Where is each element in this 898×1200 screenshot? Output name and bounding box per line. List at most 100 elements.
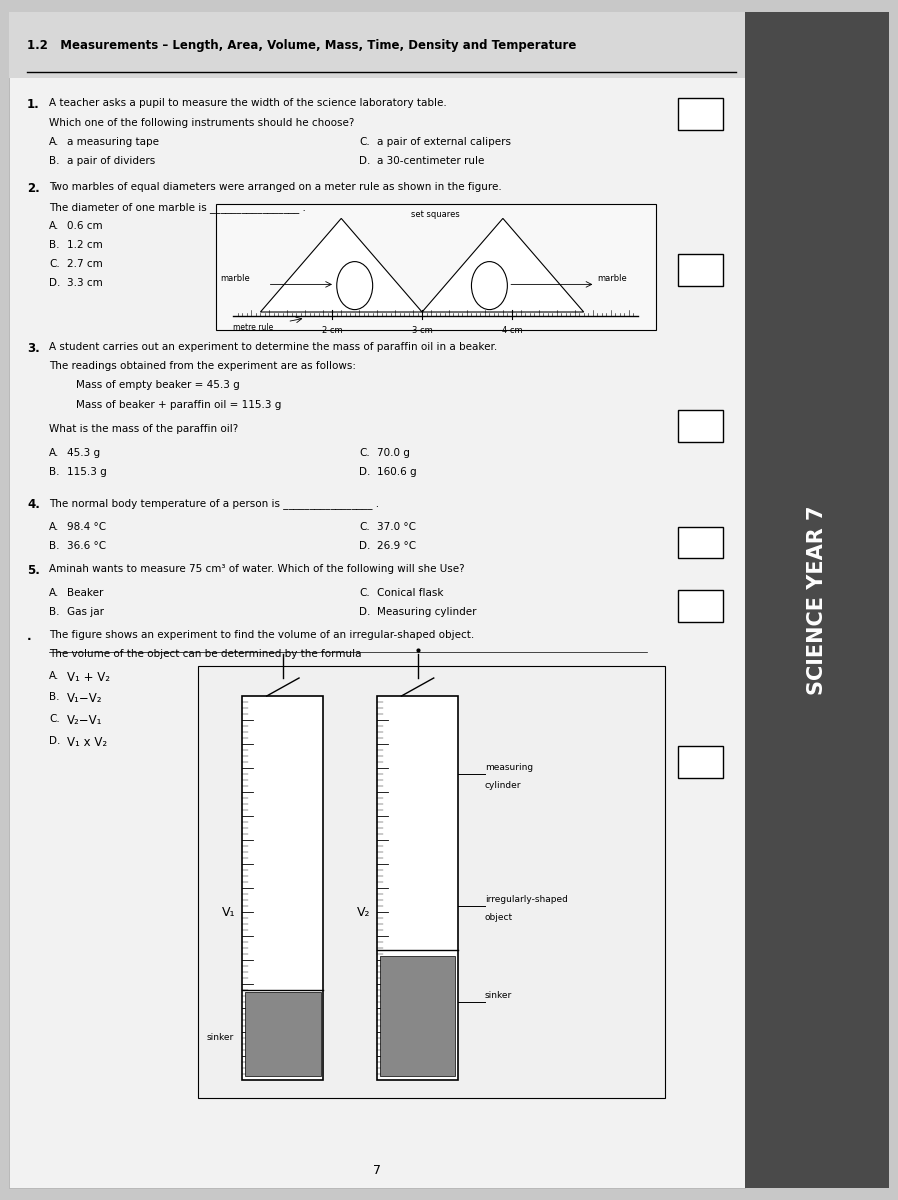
Text: sinker: sinker	[485, 991, 512, 1001]
Text: set squares: set squares	[411, 210, 460, 218]
Text: 1.2 cm: 1.2 cm	[67, 240, 103, 250]
Bar	[245, 992, 321, 1076]
Text: 26.9 °C: 26.9 °C	[377, 541, 417, 551]
Text: A.: A.	[49, 522, 60, 532]
Text: D.: D.	[359, 607, 371, 617]
Text: The readings obtained from the experiment are as follows:: The readings obtained from the experimen…	[49, 361, 357, 371]
Text: 5.: 5.	[27, 564, 40, 577]
Text: sinker: sinker	[207, 1033, 233, 1043]
Text: A teacher asks a pupil to measure the width of the science laboratory table.: A teacher asks a pupil to measure the wi…	[49, 98, 447, 108]
Text: 2.7 cm: 2.7 cm	[67, 259, 103, 269]
Text: A student carries out an experiment to determine the mass of paraffin oil in a b: A student carries out an experiment to d…	[49, 342, 497, 352]
Text: D.: D.	[359, 467, 371, 476]
Text: B.: B.	[49, 692, 60, 702]
Text: a pair of external calipers: a pair of external calipers	[377, 137, 511, 146]
Bar	[377, 696, 458, 1080]
Text: Gas jar: Gas jar	[67, 607, 104, 617]
Bar	[9, 12, 745, 1188]
Text: 3.3 cm: 3.3 cm	[67, 278, 103, 288]
Text: A.: A.	[49, 137, 60, 146]
Bar	[678, 410, 723, 442]
Text: Two marbles of equal diameters were arranged on a meter rule as shown in the fig: Two marbles of equal diameters were arra…	[49, 182, 502, 192]
Text: metre rule: metre rule	[233, 323, 274, 331]
Text: irregularly-shaped: irregularly-shaped	[485, 895, 568, 905]
Circle shape	[337, 262, 373, 310]
Text: 4 cm: 4 cm	[502, 326, 522, 336]
Text: 3 cm: 3 cm	[411, 326, 433, 336]
Text: Beaker: Beaker	[67, 588, 104, 598]
Text: a measuring tape: a measuring tape	[67, 137, 159, 146]
Text: marble: marble	[597, 274, 627, 283]
Bar	[380, 956, 455, 1076]
Text: A.: A.	[49, 221, 60, 230]
Text: Mass of beaker + paraffin oil = 115.3 g: Mass of beaker + paraffin oil = 115.3 g	[76, 400, 282, 409]
Text: The figure shows an experiment to find the volume of an irregular-shaped object.: The figure shows an experiment to find t…	[49, 630, 475, 640]
Bar	[198, 666, 665, 1098]
Text: B.: B.	[49, 467, 60, 476]
Text: The normal body temperature of a person is _________________ .: The normal body temperature of a person …	[49, 498, 380, 509]
Text: 1.: 1.	[27, 98, 40, 112]
Text: D.: D.	[49, 736, 61, 745]
Polygon shape	[422, 218, 584, 312]
Text: 1.2   Measurements – Length, Area, Volume, Mass, Time, Density and Temperature: 1.2 Measurements – Length, Area, Volume,…	[27, 40, 577, 52]
Text: 2 cm: 2 cm	[322, 326, 342, 336]
Text: D.: D.	[359, 156, 371, 166]
Text: marble: marble	[220, 274, 250, 283]
Text: SCIENCE YEAR 7: SCIENCE YEAR 7	[807, 505, 827, 695]
Bar	[678, 746, 723, 778]
Text: A.: A.	[49, 671, 60, 680]
Text: C.: C.	[359, 137, 370, 146]
Text: What is the mass of the paraffin oil?: What is the mass of the paraffin oil?	[49, 424, 239, 433]
Text: 4.: 4.	[27, 498, 40, 511]
Text: 70.0 g: 70.0 g	[377, 448, 410, 457]
Text: a 30-centimeter rule: a 30-centimeter rule	[377, 156, 485, 166]
Text: 115.3 g: 115.3 g	[67, 467, 107, 476]
Text: B.: B.	[49, 156, 60, 166]
Text: V₁ + V₂: V₁ + V₂	[67, 671, 110, 684]
Text: 160.6 g: 160.6 g	[377, 467, 417, 476]
Polygon shape	[260, 218, 422, 312]
Text: Which one of the following instruments should he choose?: Which one of the following instruments s…	[49, 118, 355, 127]
Text: 2.: 2.	[27, 182, 40, 196]
Text: B.: B.	[49, 541, 60, 551]
Text: The diameter of one marble is _________________ .: The diameter of one marble is __________…	[49, 202, 306, 212]
Text: B.: B.	[49, 240, 60, 250]
Text: 98.4 °C: 98.4 °C	[67, 522, 107, 532]
Bar	[678, 590, 723, 622]
Text: A.: A.	[49, 588, 60, 598]
Text: A.: A.	[49, 448, 60, 457]
Text: V₂−V₁: V₂−V₁	[67, 714, 103, 727]
Bar	[678, 98, 723, 130]
Text: cylinder: cylinder	[485, 781, 522, 791]
Text: C.: C.	[49, 714, 60, 724]
Text: V₁ x V₂: V₁ x V₂	[67, 736, 108, 749]
Text: B.: B.	[49, 607, 60, 617]
Text: .: .	[27, 630, 31, 643]
Text: Conical flask: Conical flask	[377, 588, 444, 598]
Text: C.: C.	[49, 259, 60, 269]
Text: The volume of the object can be determined by the formula: The volume of the object can be determin…	[49, 649, 362, 659]
Bar	[242, 696, 323, 1080]
Text: object: object	[485, 913, 513, 923]
Text: V₁: V₁	[222, 906, 236, 918]
Text: 37.0 °C: 37.0 °C	[377, 522, 416, 532]
Text: measuring: measuring	[485, 763, 533, 773]
Circle shape	[471, 262, 507, 310]
Bar	[216, 204, 656, 330]
Text: Mass of empty beaker = 45.3 g: Mass of empty beaker = 45.3 g	[76, 380, 240, 390]
Text: V₂: V₂	[357, 906, 371, 918]
Text: V₁−V₂: V₁−V₂	[67, 692, 103, 706]
Bar	[9, 12, 745, 78]
Text: Aminah wants to measure 75 cm³ of water. Which of the following will she Use?: Aminah wants to measure 75 cm³ of water.…	[49, 564, 465, 574]
Text: D.: D.	[359, 541, 371, 551]
Text: C.: C.	[359, 588, 370, 598]
Text: 7: 7	[374, 1164, 381, 1176]
Text: 45.3 g: 45.3 g	[67, 448, 101, 457]
Bar	[678, 254, 723, 286]
Text: 3.: 3.	[27, 342, 40, 355]
Text: a pair of dividers: a pair of dividers	[67, 156, 155, 166]
Text: C.: C.	[359, 448, 370, 457]
Bar	[678, 527, 723, 558]
Bar	[745, 12, 889, 1188]
Text: 0.6 cm: 0.6 cm	[67, 221, 103, 230]
